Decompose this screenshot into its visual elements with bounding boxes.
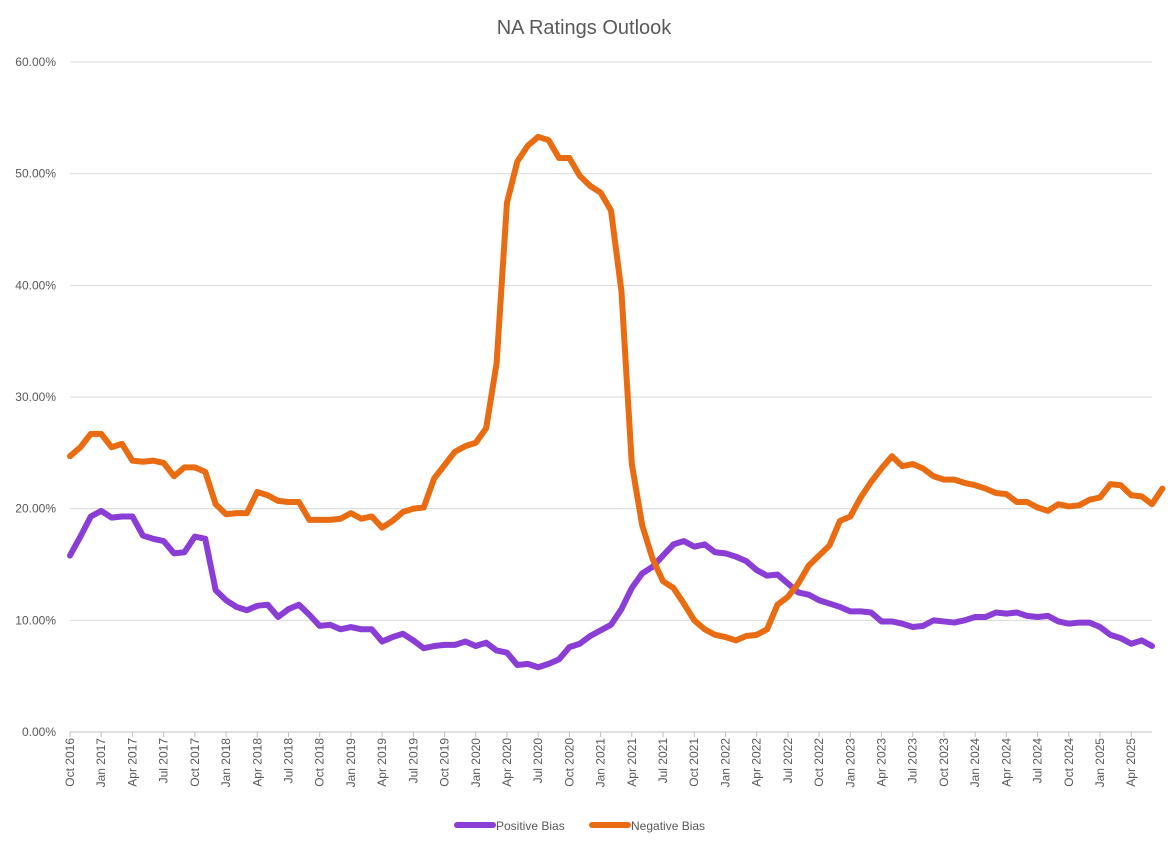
y-tick-label: 10.00%: [15, 613, 56, 627]
x-tick-label: Apr 2024: [999, 738, 1013, 787]
legend-label-positive-bias: Positive Bias: [496, 819, 565, 833]
chart-title: NA Ratings Outlook: [497, 17, 673, 39]
x-tick-label: Jul 2022: [781, 738, 795, 784]
y-axis-ticks: 0.00% 10.00% 20.00% 30.00% 40.00% 50.00% 60.00…: [15, 55, 56, 739]
x-tick-label: Jul 2023: [906, 738, 920, 784]
x-tick-label: Apr 2020: [500, 738, 514, 787]
x-tick-label: Apr 2022: [750, 738, 764, 787]
x-tick-label: Apr 2019: [375, 738, 389, 787]
x-tick-label: Oct 2018: [313, 738, 327, 787]
legend: Positive Bias Negative Bias: [454, 819, 705, 833]
x-tick-label: Apr 2023: [875, 738, 889, 787]
x-tick-label: Oct 2022: [812, 738, 826, 787]
x-tick-label: Oct 2020: [562, 738, 576, 787]
x-tick-label: Jul 2018: [281, 738, 295, 784]
x-tick-label: Jul 2020: [531, 738, 545, 784]
y-tick-label: 50.00%: [15, 167, 56, 181]
gridlines: [70, 61, 1152, 621]
legend-label-negative-bias: Negative Bias: [631, 819, 705, 833]
x-tick-label: Jul 2021: [656, 738, 670, 784]
x-tick-label: Oct 2017: [188, 738, 202, 787]
x-tick-label: Jul 2017: [157, 738, 171, 784]
x-tick-label: Oct 2024: [1062, 738, 1076, 787]
x-axis-ticks: Oct 2016 Jan 2017 Apr 2017 Jul 2017 Oct 2017…: [63, 732, 1138, 787]
x-tick-label: Oct 2023: [937, 738, 951, 787]
x-tick-label: Jan 2018: [219, 738, 233, 788]
x-tick-label: Apr 2018: [250, 738, 264, 787]
x-tick-label: Jan 2021: [594, 738, 608, 788]
x-tick-label: Oct 2019: [438, 738, 452, 787]
y-tick-label: 0.00%: [22, 725, 56, 739]
series-lines: [67, 133, 1166, 671]
x-tick-label: Jul 2024: [1031, 738, 1045, 784]
x-tick-label: Jan 2023: [843, 738, 857, 788]
y-tick-label: 40.00%: [15, 278, 56, 292]
x-tick-label: Oct 2016: [63, 738, 77, 787]
x-tick-label: Jul 2019: [406, 738, 420, 784]
x-tick-label: Jan 2025: [1093, 738, 1107, 788]
series-line-negative-bias: [67, 133, 1166, 644]
x-tick-label: Jan 2022: [718, 738, 732, 788]
x-tick-label: Jan 2020: [469, 738, 483, 788]
y-tick-label: 30.00%: [15, 390, 56, 404]
x-tick-label: Jan 2024: [968, 738, 982, 788]
x-tick-label: Jan 2019: [344, 738, 358, 788]
series-line-positive-bias: [67, 507, 1155, 671]
x-tick-label: Jan 2017: [94, 738, 108, 788]
x-tick-label: Apr 2021: [625, 738, 639, 787]
x-tick-label: Apr 2025: [1124, 738, 1138, 787]
x-tick-label: Apr 2017: [125, 738, 139, 787]
y-tick-label: 20.00%: [15, 502, 56, 516]
x-tick-label: Oct 2021: [687, 738, 701, 787]
y-tick-label: 60.00%: [15, 55, 56, 69]
